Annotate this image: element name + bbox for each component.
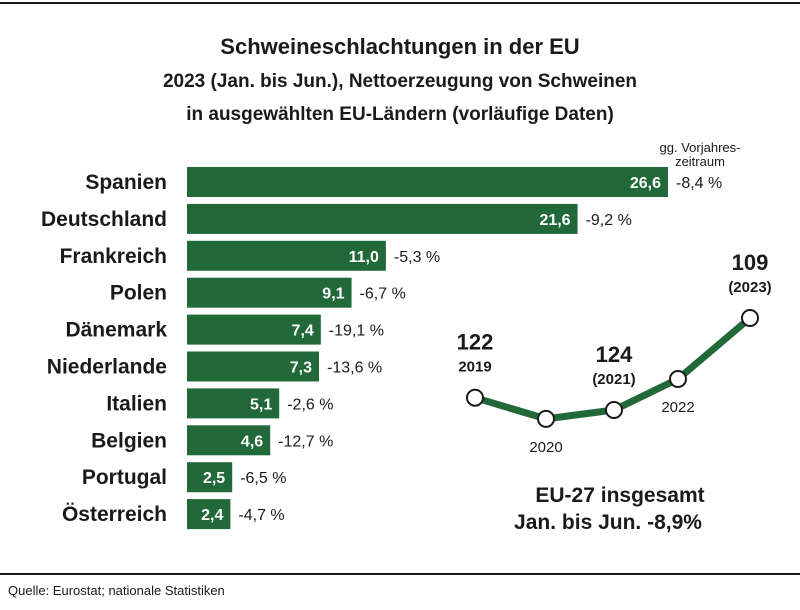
country-label: Deutschland [41, 208, 167, 231]
country-label: Portugal [82, 466, 167, 489]
bar [187, 314, 321, 345]
point-year-label: 2020 [529, 439, 562, 456]
change-header-line-1: gg. Vorjahres- [660, 140, 741, 155]
country-label: Frankreich [60, 245, 167, 268]
data-point [669, 370, 687, 388]
bar [187, 388, 280, 419]
chart-subtitle-line-1: 2023 (Jan. bis Jun.), Nettoerzeugung von… [162, 71, 638, 92]
change-label: -19,1 % [329, 323, 384, 340]
country-label: Dänemark [65, 319, 167, 342]
point-year-label: (2023) [728, 279, 771, 296]
change-label: -2,6 % [287, 396, 333, 413]
point-value-label: 122 [457, 330, 494, 355]
bar-value-label: 2,5 [203, 470, 225, 487]
bar-value-label: 26,6 [630, 175, 661, 192]
country-label: Polen [110, 282, 167, 305]
bar-value-label: 5,1 [250, 396, 272, 413]
change-label: -6,5 % [240, 470, 286, 487]
bar [187, 240, 386, 271]
change-label: -6,7 % [360, 286, 406, 303]
point-year-label: 2019 [458, 359, 491, 376]
point-value-label: 109 [732, 250, 769, 275]
summary-line-1: EU-27 insgesamt [535, 484, 704, 507]
chart-frame [0, 2, 800, 575]
bar-value-label: 7,3 [290, 360, 312, 377]
bar [187, 499, 231, 530]
source-note: Quelle: Eurostat; nationale Statistiken [8, 583, 225, 598]
country-label: Italien [106, 392, 167, 415]
change-label: -12,7 % [278, 433, 333, 450]
change-header-line-2: zeitraum [675, 154, 725, 169]
bar-value-label: 11,0 [349, 249, 379, 266]
change-label: -13,6 % [327, 360, 382, 377]
bar [187, 277, 352, 308]
data-point [741, 309, 759, 327]
bar [187, 462, 233, 493]
bar [187, 351, 320, 382]
chart-subtitle-line-2: in ausgewählten EU-Ländern (vorläufige D… [186, 104, 614, 125]
point-year-label: (2021) [592, 371, 635, 388]
bar-value-label: 21,6 [539, 212, 570, 229]
country-label: Spanien [85, 171, 167, 194]
country-label: Belgien [91, 429, 167, 452]
bar-and-line-chart: gg. Vorjahres-zeitraum Spanien 26,6 -8,4 % D… [41, 140, 772, 534]
bar-value-label: 7,4 [292, 323, 314, 340]
change-label: -5,3 % [394, 249, 440, 266]
data-point [605, 401, 623, 419]
country-label: Österreich [62, 503, 167, 526]
chart-title: Schweineschlachtungen in der EU [220, 34, 580, 59]
bar [187, 203, 578, 234]
bar [187, 167, 668, 197]
change-label: -9,2 % [586, 212, 632, 229]
country-label: Niederlande [47, 356, 167, 379]
data-point [466, 388, 484, 407]
bar-value-label: 2,4 [201, 507, 223, 524]
change-label: -8,4 % [676, 175, 722, 192]
bar [187, 425, 271, 456]
bar-value-label: 9,1 [322, 286, 344, 303]
summary-line-2: Jan. bis Jun. -8,9% [514, 511, 702, 534]
point-value-label: 124 [596, 342, 633, 367]
data-point [537, 409, 555, 428]
point-year-label: 2022 [661, 399, 694, 416]
change-label: -4,7 % [238, 507, 284, 524]
bar-value-label: 4,6 [241, 433, 263, 450]
